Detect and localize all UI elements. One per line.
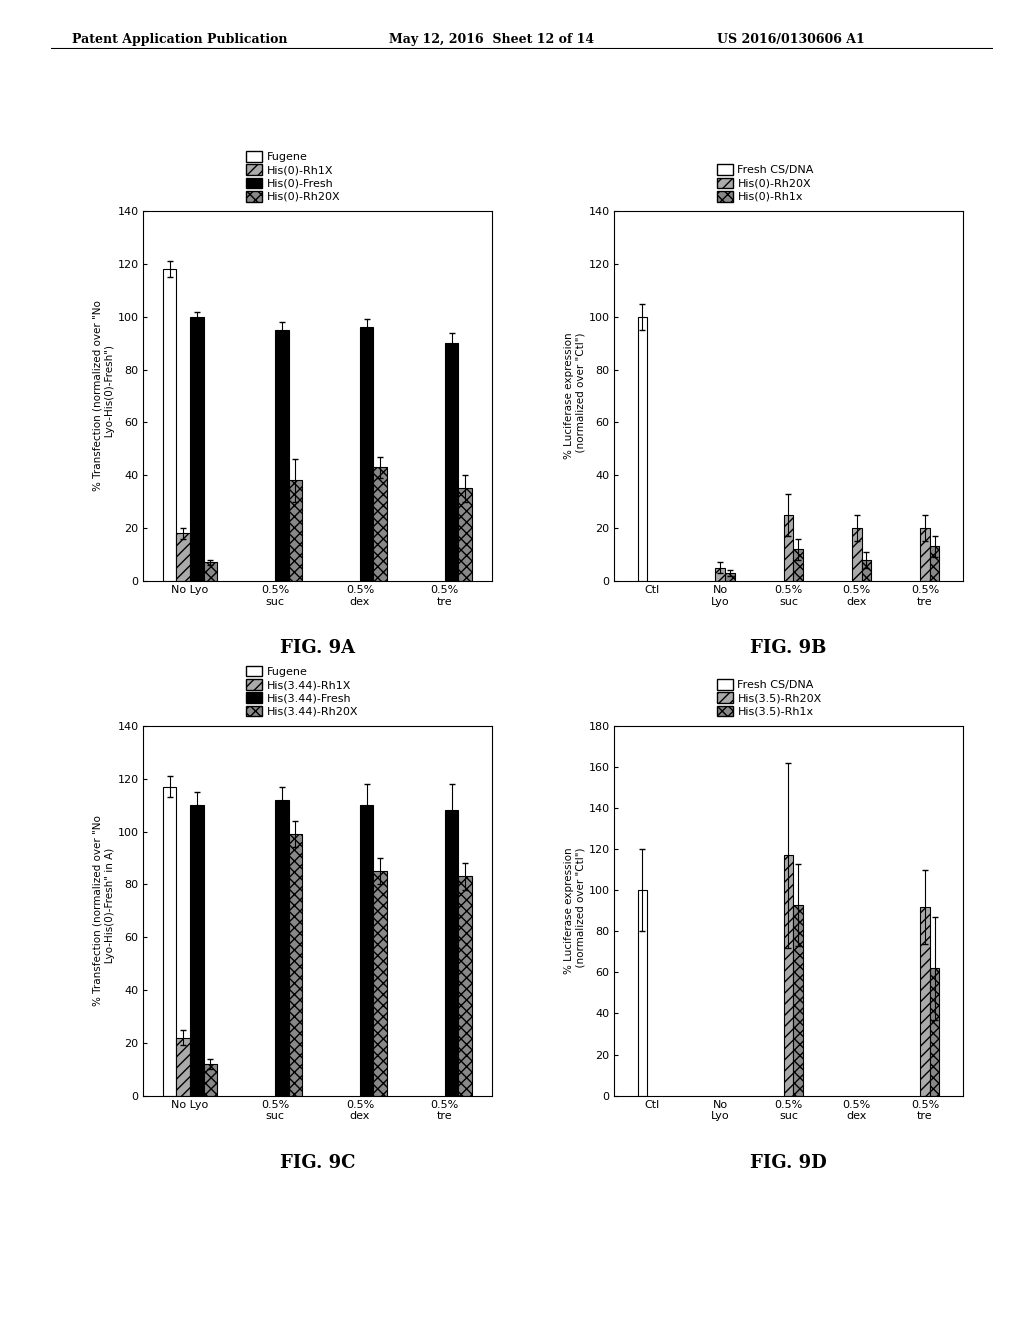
Bar bbox=[783, 515, 794, 581]
Bar bbox=[163, 269, 176, 581]
Y-axis label: % Luciferase expression
  (normalized over "Ctl"): % Luciferase expression (normalized over… bbox=[564, 333, 586, 459]
Bar bbox=[638, 890, 647, 1096]
Bar bbox=[783, 855, 794, 1096]
Bar bbox=[275, 800, 289, 1096]
Y-axis label: % Luciferase expression
  (normalized over "Ctl"): % Luciferase expression (normalized over… bbox=[564, 847, 586, 974]
Bar bbox=[852, 528, 861, 581]
Bar bbox=[176, 533, 190, 581]
Bar bbox=[444, 810, 459, 1096]
Bar bbox=[716, 568, 725, 581]
Legend: Fugene, His(3.44)-Rh1X, His(3.44)-Fresh, His(3.44)-Rh20X: Fugene, His(3.44)-Rh1X, His(3.44)-Fresh,… bbox=[247, 665, 358, 717]
Bar bbox=[930, 546, 939, 581]
Text: FIG. 9C: FIG. 9C bbox=[280, 1154, 355, 1172]
Bar bbox=[289, 480, 302, 581]
Text: US 2016/0130606 A1: US 2016/0130606 A1 bbox=[717, 33, 864, 46]
Y-axis label: % Transfection (normalized over "No
   Lyo-His(0)-Fresh"): % Transfection (normalized over "No Lyo-… bbox=[93, 301, 115, 491]
Bar bbox=[861, 560, 871, 581]
Text: May 12, 2016  Sheet 12 of 14: May 12, 2016 Sheet 12 of 14 bbox=[389, 33, 594, 46]
Legend: Fresh CS/DNA, His(0)-Rh20X, His(0)-Rh1x: Fresh CS/DNA, His(0)-Rh20X, His(0)-Rh1x bbox=[718, 164, 814, 202]
Bar bbox=[374, 871, 387, 1096]
Bar bbox=[459, 876, 472, 1096]
Bar bbox=[190, 805, 204, 1096]
Legend: Fugene, His(0)-Rh1X, His(0)-Fresh, His(0)-Rh20X: Fugene, His(0)-Rh1X, His(0)-Fresh, His(0… bbox=[247, 150, 340, 202]
Bar bbox=[204, 1064, 217, 1096]
Bar bbox=[638, 317, 647, 581]
Text: Patent Application Publication: Patent Application Publication bbox=[72, 33, 287, 46]
Text: FIG. 9A: FIG. 9A bbox=[280, 639, 355, 657]
Legend: Fresh CS/DNA, His(3.5)-Rh20X, His(3.5)-Rh1x: Fresh CS/DNA, His(3.5)-Rh20X, His(3.5)-R… bbox=[718, 678, 821, 717]
Bar bbox=[289, 834, 302, 1096]
Bar bbox=[275, 330, 289, 581]
Bar bbox=[921, 907, 930, 1096]
Bar bbox=[190, 317, 204, 581]
Bar bbox=[921, 528, 930, 581]
Bar bbox=[374, 467, 387, 581]
Y-axis label: % Transfection (normalized over "No
   Lyo-His(0)-Fresh" in A): % Transfection (normalized over "No Lyo-… bbox=[93, 816, 115, 1006]
Bar bbox=[163, 787, 176, 1096]
Bar bbox=[794, 904, 803, 1096]
Bar bbox=[359, 805, 374, 1096]
Text: FIG. 9B: FIG. 9B bbox=[751, 639, 826, 657]
Bar bbox=[794, 549, 803, 581]
Bar bbox=[176, 1038, 190, 1096]
Bar bbox=[204, 562, 217, 581]
Bar bbox=[459, 488, 472, 581]
Bar bbox=[444, 343, 459, 581]
Bar bbox=[930, 969, 939, 1096]
Text: FIG. 9D: FIG. 9D bbox=[751, 1154, 826, 1172]
Bar bbox=[359, 327, 374, 581]
Bar bbox=[725, 573, 734, 581]
